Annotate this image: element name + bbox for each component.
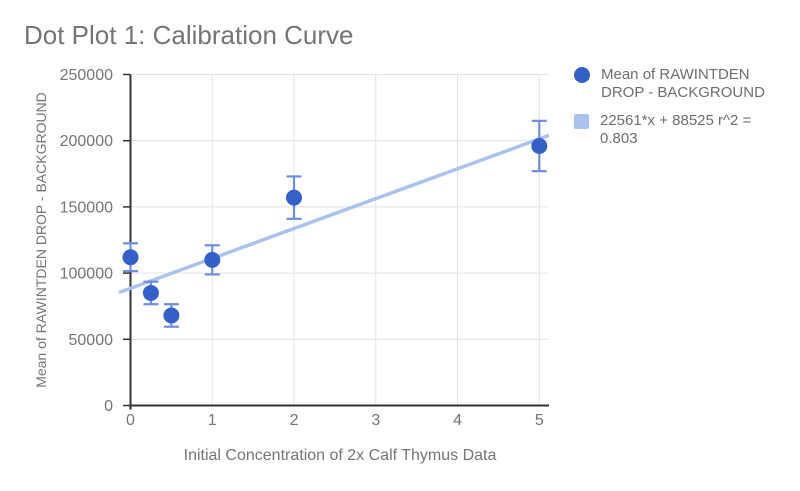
- x-tick-label: 5: [535, 412, 544, 429]
- data-point: [531, 137, 548, 154]
- x-tick-label: 4: [453, 412, 462, 429]
- data-point: [286, 189, 303, 206]
- x-tick-label: 3: [371, 412, 380, 429]
- y-tick-label: 200000: [60, 133, 113, 150]
- legend-label-series: Mean of RAWINTDEN DROP - BACKGROUND: [601, 66, 765, 101]
- x-tick-label: 0: [126, 412, 135, 429]
- x-tick-label: 2: [290, 412, 299, 429]
- data-point: [142, 284, 159, 301]
- data-point: [204, 251, 221, 268]
- data-point: [163, 307, 180, 324]
- legend-entry-trendline: 22561*x + 88525 r^2 = 0.803: [574, 112, 779, 147]
- y-tick-label: 0: [104, 398, 113, 415]
- chart-title: Dot Plot 1: Calibration Curve: [24, 20, 354, 50]
- data-point: [122, 249, 139, 266]
- legend-entry-series: Mean of RAWINTDEN DROP - BACKGROUND: [574, 66, 779, 101]
- x-tick-label: 1: [208, 412, 217, 429]
- y-tick-label: 150000: [60, 199, 113, 216]
- y-tick-label: 50000: [69, 332, 114, 349]
- legend-label-trendline: 22561*x + 88525 r^2 = 0.803: [600, 112, 752, 147]
- trend-line: [118, 133, 550, 295]
- trendline-square-icon: [574, 114, 589, 129]
- y-tick-label: 100000: [60, 266, 113, 283]
- series-circle-icon: [574, 67, 590, 83]
- x-axis-title: Initial Concentration of 2x Calf Thymus …: [183, 447, 497, 464]
- y-tick-label: 250000: [60, 67, 113, 84]
- legend: Mean of RAWINTDEN DROP - BACKGROUND 2256…: [574, 66, 779, 147]
